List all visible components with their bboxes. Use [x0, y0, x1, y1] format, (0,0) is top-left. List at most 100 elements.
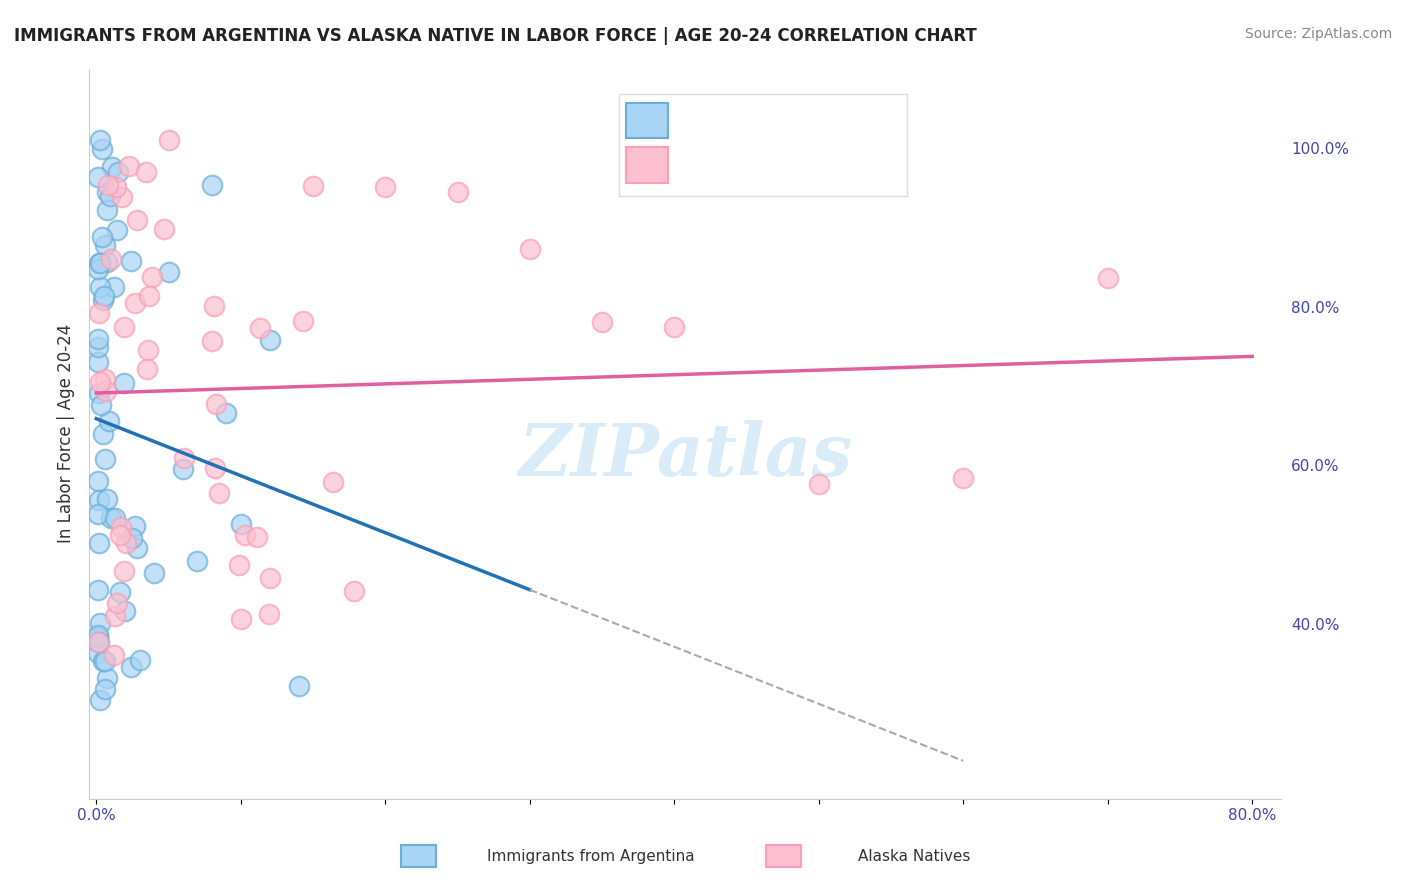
- Point: [107, 165, 129, 179]
- Point: [125, 541, 148, 556]
- Point: [108, 584, 131, 599]
- Point: [105, 223, 128, 237]
- Point: [120, 253, 142, 268]
- Point: [87, 582, 110, 597]
- Text: ZIPatlas: ZIPatlas: [517, 420, 852, 491]
- Point: [94, 452, 117, 467]
- Text: N =: N =: [815, 103, 846, 120]
- Point: [143, 566, 166, 580]
- Text: R =: R =: [682, 147, 713, 165]
- Point: [87, 306, 110, 320]
- Point: [446, 185, 468, 199]
- Point: [94, 681, 117, 696]
- Point: [93, 654, 115, 668]
- Point: [202, 299, 225, 313]
- Point: [91, 654, 114, 668]
- Point: [229, 612, 252, 626]
- Point: [91, 293, 114, 307]
- Point: [173, 451, 195, 466]
- Point: [94, 238, 117, 252]
- Point: [322, 475, 344, 490]
- Point: [100, 252, 122, 266]
- Point: [124, 296, 146, 310]
- Point: [157, 133, 180, 147]
- Point: [120, 660, 142, 674]
- Point: [807, 476, 830, 491]
- Text: Source: ZipAtlas.com: Source: ZipAtlas.com: [1244, 27, 1392, 41]
- Point: [90, 142, 112, 156]
- Point: [591, 315, 613, 329]
- Point: [87, 646, 110, 660]
- Y-axis label: In Labor Force | Age 20-24: In Labor Force | Age 20-24: [58, 324, 75, 543]
- Point: [124, 518, 146, 533]
- Point: [105, 597, 128, 611]
- Point: [172, 462, 194, 476]
- Point: [215, 406, 238, 420]
- Point: [87, 340, 110, 354]
- Point: [98, 189, 121, 203]
- Point: [233, 528, 256, 542]
- Point: [343, 583, 366, 598]
- Point: [87, 475, 110, 489]
- Point: [249, 320, 271, 334]
- Point: [114, 604, 136, 618]
- Point: [201, 334, 224, 349]
- Point: [302, 178, 325, 193]
- Point: [519, 242, 541, 256]
- Point: [141, 269, 163, 284]
- Point: [121, 531, 143, 545]
- Text: 63: 63: [858, 103, 883, 120]
- Text: Alaska Natives: Alaska Natives: [858, 849, 970, 863]
- Point: [135, 361, 157, 376]
- Point: [87, 386, 110, 401]
- Point: [89, 693, 111, 707]
- Point: [204, 396, 226, 410]
- Point: [114, 564, 136, 578]
- Point: [112, 376, 135, 390]
- Point: [259, 333, 281, 347]
- Point: [89, 375, 111, 389]
- Point: [87, 508, 110, 522]
- Point: [103, 648, 125, 662]
- Point: [87, 536, 110, 550]
- Point: [87, 630, 110, 644]
- Point: [87, 635, 110, 649]
- Point: [90, 398, 112, 412]
- Point: [100, 160, 122, 174]
- Point: [259, 571, 281, 585]
- Point: [128, 652, 150, 666]
- Point: [89, 279, 111, 293]
- Point: [100, 510, 122, 524]
- Point: [118, 159, 141, 173]
- Point: [204, 461, 226, 475]
- Point: [125, 212, 148, 227]
- Point: [104, 510, 127, 524]
- Point: [87, 261, 110, 276]
- Point: [89, 256, 111, 270]
- Point: [664, 320, 686, 334]
- Point: [229, 516, 252, 531]
- Point: [952, 471, 974, 485]
- Point: [87, 332, 110, 346]
- Point: [246, 531, 269, 545]
- Point: [97, 178, 120, 192]
- Text: Immigrants from Argentina: Immigrants from Argentina: [486, 849, 695, 863]
- Point: [287, 679, 309, 693]
- Text: IMMIGRANTS FROM ARGENTINA VS ALASKA NATIVE IN LABOR FORCE | AGE 20-24 CORRELATIO: IMMIGRANTS FROM ARGENTINA VS ALASKA NATI…: [14, 27, 977, 45]
- Text: 52: 52: [858, 147, 883, 165]
- Point: [157, 265, 180, 279]
- Point: [111, 190, 134, 204]
- Point: [186, 554, 208, 568]
- Point: [110, 519, 132, 533]
- Point: [374, 179, 396, 194]
- Point: [87, 628, 110, 642]
- Point: [136, 343, 159, 357]
- Point: [104, 608, 127, 623]
- Point: [96, 491, 118, 506]
- Point: [96, 185, 118, 199]
- Text: -0.284: -0.284: [717, 103, 782, 120]
- Point: [97, 414, 120, 428]
- Point: [87, 256, 110, 270]
- Point: [93, 289, 115, 303]
- Point: [292, 314, 315, 328]
